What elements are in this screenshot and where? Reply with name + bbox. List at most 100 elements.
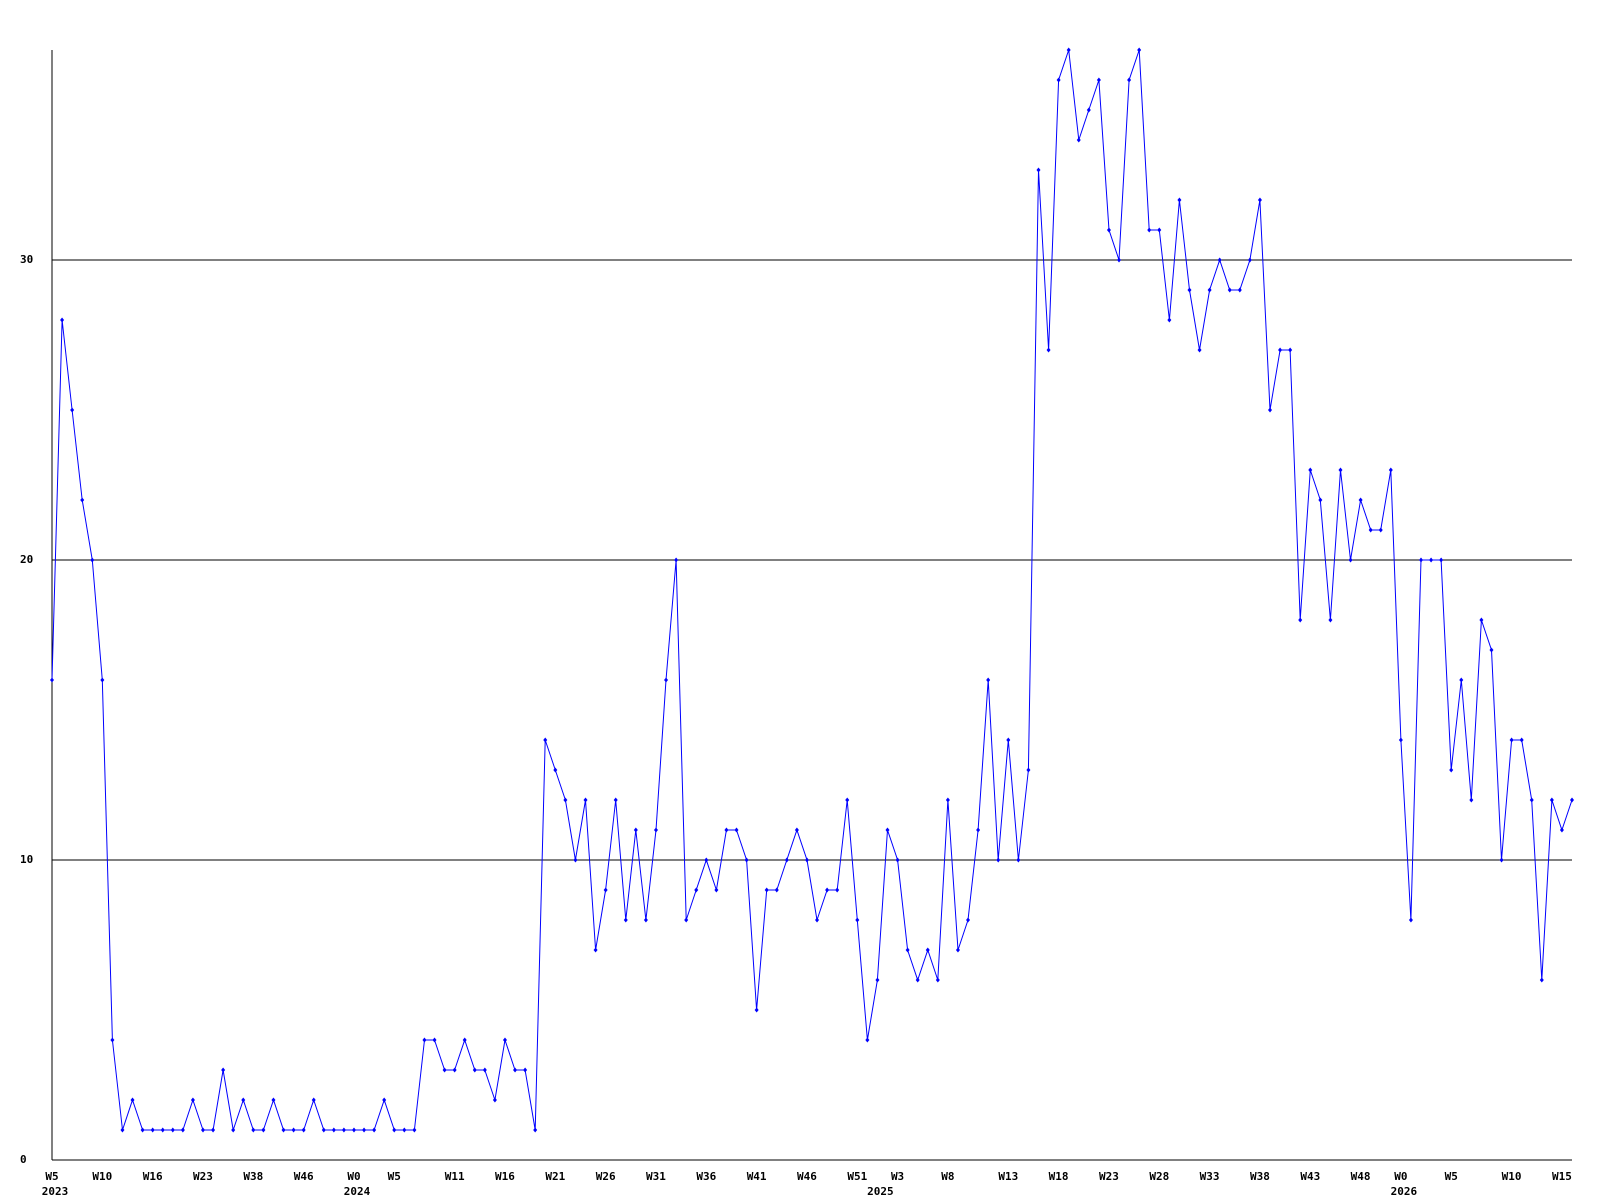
data-point [1106, 227, 1111, 233]
data-point [1177, 197, 1182, 203]
data-point [845, 797, 850, 803]
x-tick-label: W26 [596, 1170, 616, 1183]
data-point [120, 1127, 125, 1133]
data-point [925, 947, 930, 953]
x-tick-label: W16 [143, 1170, 163, 1183]
data-point [815, 917, 820, 923]
data-point [462, 1037, 467, 1043]
data-point [1016, 857, 1021, 863]
data-point [1137, 47, 1142, 53]
x-tick-label: W33 [1200, 1170, 1220, 1183]
data-point [1157, 227, 1162, 233]
data-point [633, 827, 638, 833]
data-point [211, 1127, 216, 1133]
x-tick-label: W16 [495, 1170, 515, 1183]
x-tick-label: W10 [92, 1170, 112, 1183]
data-point [1539, 977, 1544, 983]
data-point [1398, 737, 1403, 743]
data-point [50, 677, 54, 683]
data-point [1217, 257, 1222, 263]
data-point [533, 1127, 538, 1133]
data-point [1519, 737, 1524, 743]
x-tick-label: W36 [696, 1170, 716, 1183]
x-tick-label: W51 [847, 1170, 867, 1183]
data-point [694, 887, 699, 893]
data-point [170, 1127, 175, 1133]
data-point [231, 1127, 236, 1133]
data-point [593, 947, 598, 953]
data-point [1187, 287, 1192, 293]
data-point [523, 1067, 528, 1073]
data-point [1076, 137, 1081, 143]
data-point [1086, 107, 1091, 113]
x-tick-label: W48 [1351, 1170, 1371, 1183]
data-point [744, 857, 749, 863]
data-point [100, 677, 105, 683]
x-tick-label: W5 [45, 1170, 58, 1183]
x-tick-label: W46 [797, 1170, 817, 1183]
data-point [563, 797, 568, 803]
data-point [784, 857, 789, 863]
data-point [1167, 317, 1172, 323]
data-point [1378, 527, 1383, 533]
data-point [674, 557, 679, 563]
data-point [372, 1127, 377, 1133]
data-point [1127, 77, 1132, 83]
data-point [1489, 647, 1494, 653]
data-point [402, 1127, 407, 1133]
data-point [966, 917, 971, 923]
data-point [945, 797, 950, 803]
data-point [452, 1067, 457, 1073]
data-point [281, 1127, 286, 1133]
data-point [1479, 617, 1484, 623]
data-point [502, 1037, 507, 1043]
data-point [80, 497, 85, 503]
data-point [774, 887, 779, 893]
x-tick-label: W18 [1049, 1170, 1069, 1183]
data-point [271, 1097, 276, 1103]
data-point [432, 1037, 437, 1043]
data-point [1529, 797, 1534, 803]
data-point [412, 1127, 417, 1133]
data-point [643, 917, 648, 923]
data-point [90, 557, 95, 563]
data-point [1288, 347, 1293, 353]
data-point [835, 887, 840, 893]
data-point [513, 1067, 518, 1073]
x-tick-label: W13 [998, 1170, 1018, 1183]
data-point [955, 947, 960, 953]
data-point [976, 827, 981, 833]
data-point [1257, 197, 1262, 203]
data-point [1207, 287, 1212, 293]
x-tick-label: W3 [891, 1170, 904, 1183]
data-point [764, 887, 769, 893]
data-point [935, 977, 940, 983]
data-point [1449, 767, 1454, 773]
data-point [422, 1037, 427, 1043]
data-point [804, 857, 809, 863]
x-tick-label: W21 [545, 1170, 565, 1183]
data-point [1459, 677, 1464, 683]
data-point [724, 827, 729, 833]
y-tick-label: 0 [20, 1153, 27, 1166]
x-tick-label: W5 [388, 1170, 401, 1183]
data-point [1469, 797, 1474, 803]
data-point [684, 917, 689, 923]
data-point [1117, 257, 1122, 263]
data-point [1006, 737, 1011, 743]
data-point [1066, 47, 1071, 53]
data-point [1358, 497, 1363, 503]
data-point [160, 1127, 165, 1133]
data-point [1328, 617, 1333, 623]
data-point [261, 1127, 266, 1133]
x-tick-label: W11 [445, 1170, 465, 1183]
x-tick-label: W43 [1300, 1170, 1320, 1183]
data-point [583, 797, 588, 803]
data-point [875, 977, 880, 983]
x-tick-label: W0 [347, 1170, 360, 1183]
data-point [996, 857, 1001, 863]
data-point [150, 1127, 155, 1133]
x-tick-label: W38 [1250, 1170, 1270, 1183]
x-tick-label: W28 [1149, 1170, 1169, 1183]
